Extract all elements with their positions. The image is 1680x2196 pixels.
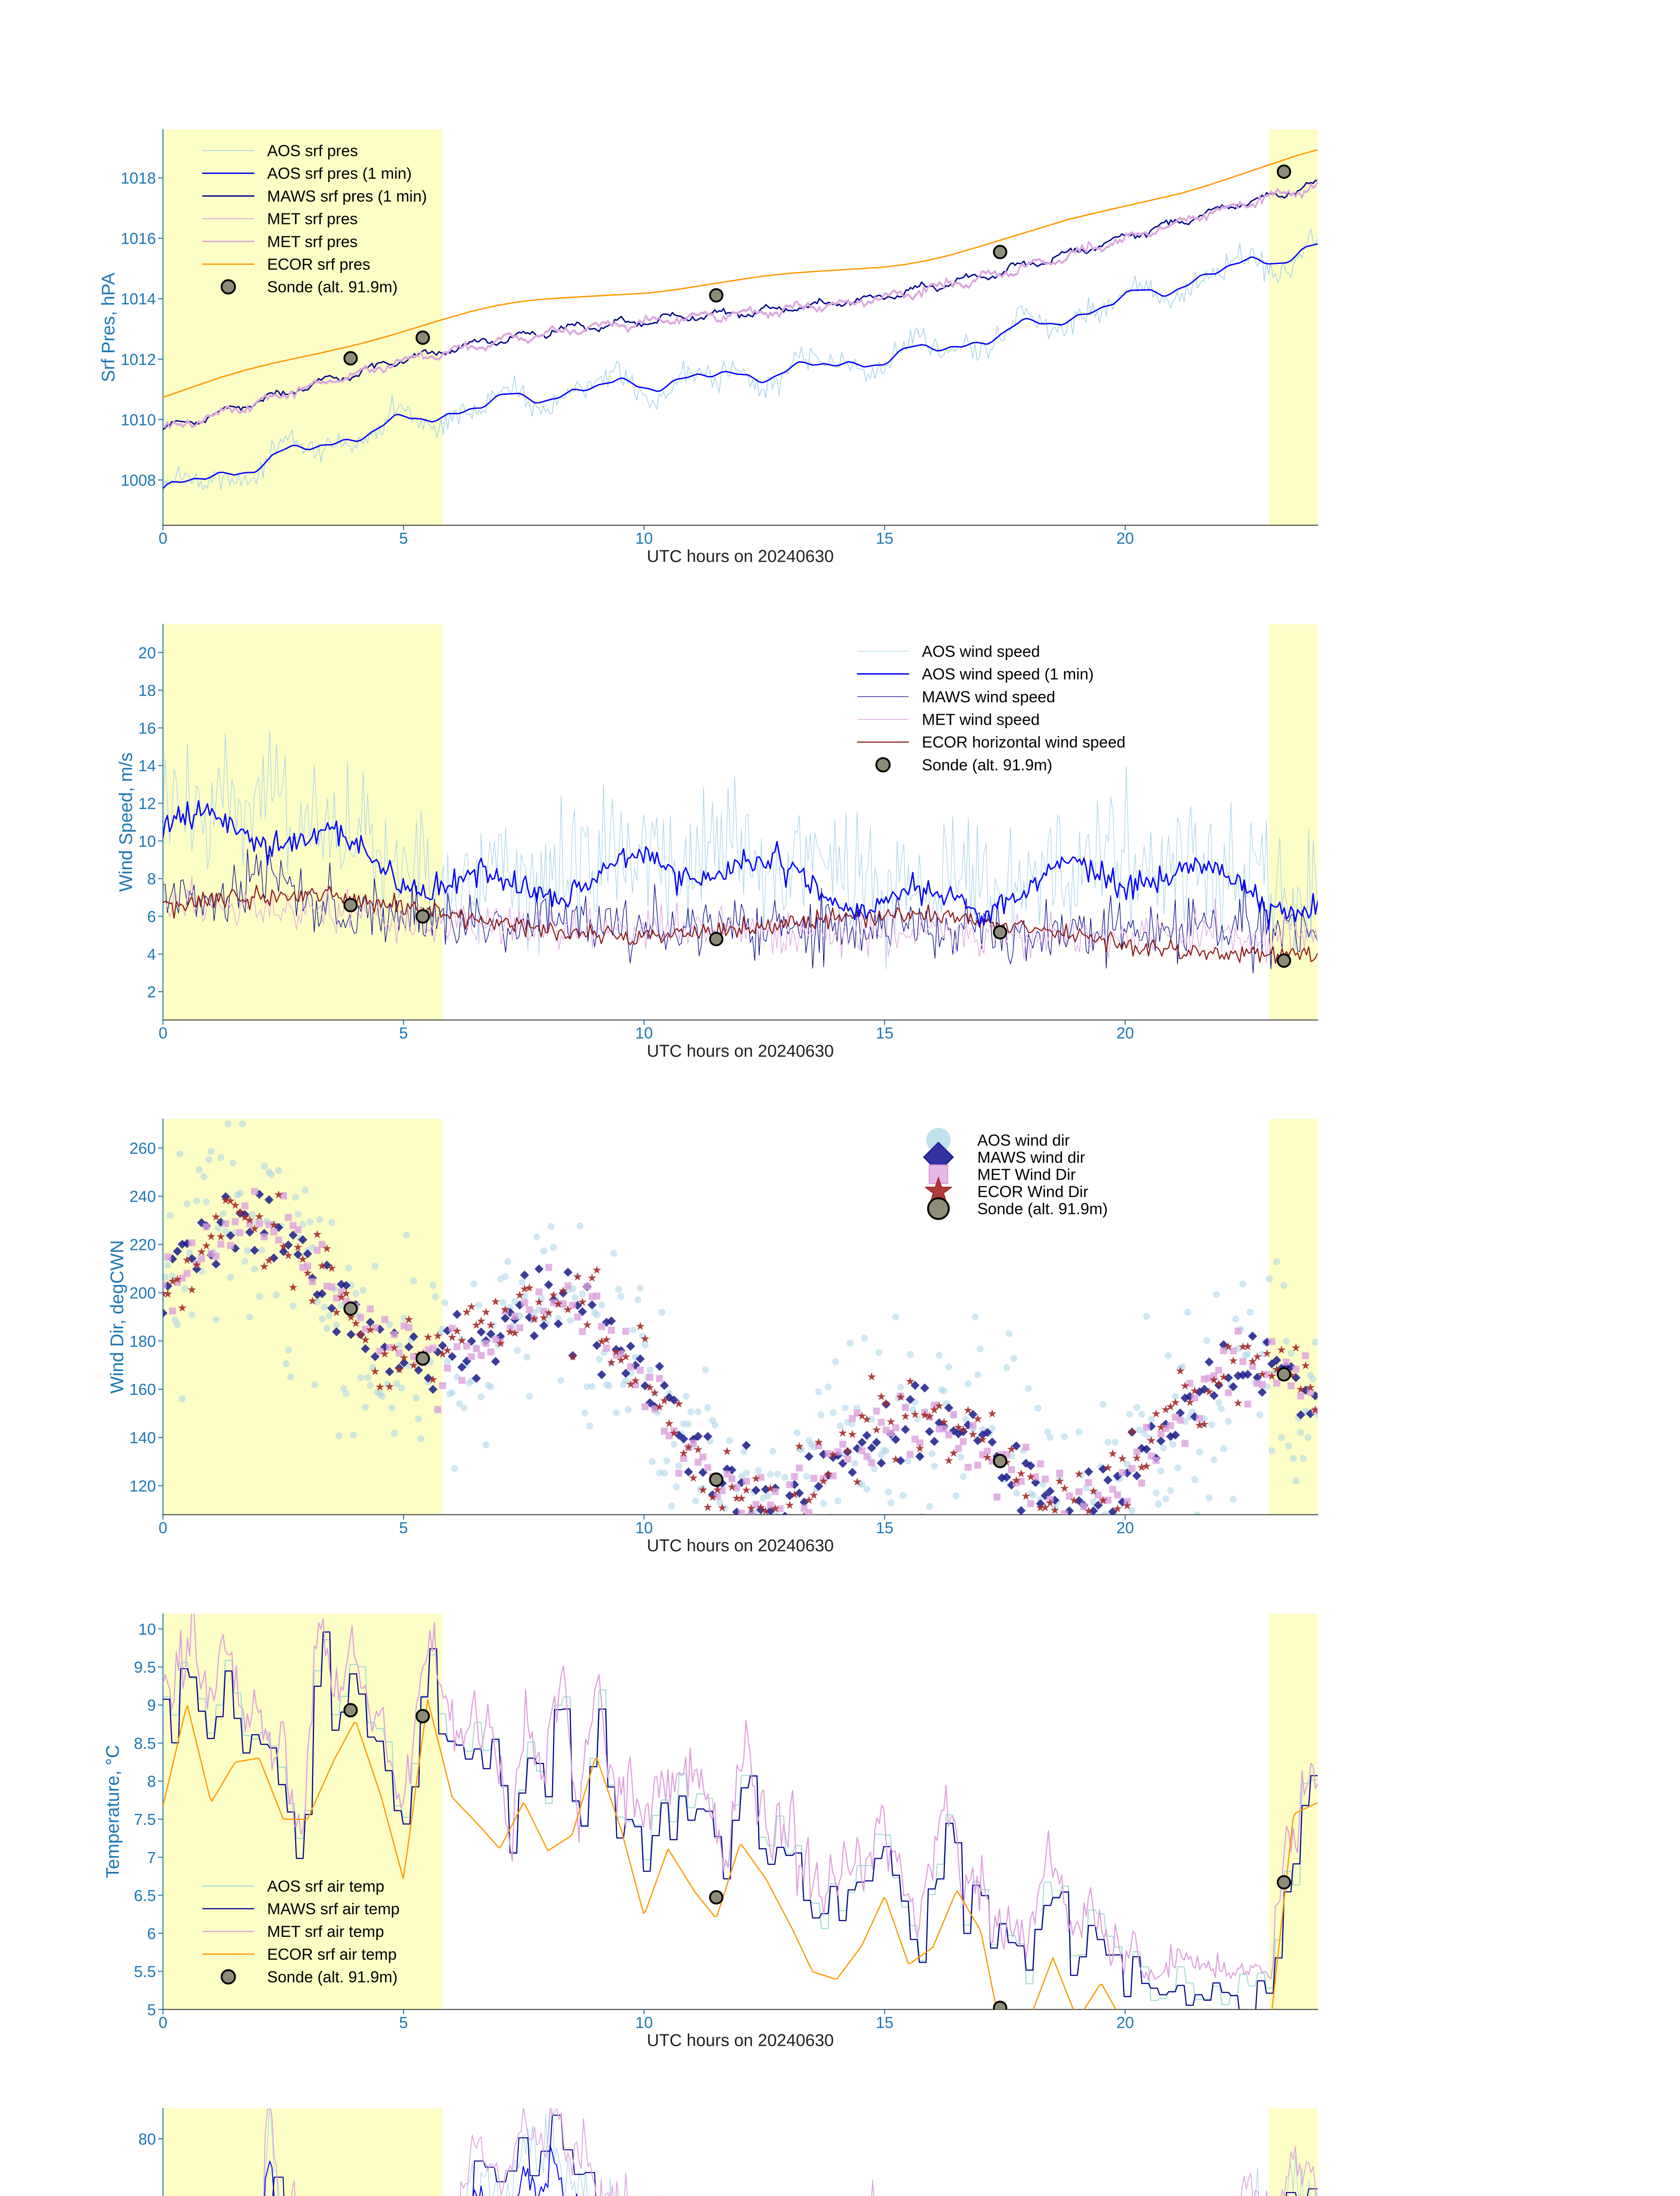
svg-text:Srf Pres, hPA: Srf Pres, hPA xyxy=(98,273,119,382)
svg-text:MAWS wind speed: MAWS wind speed xyxy=(922,688,1055,706)
svg-text:14: 14 xyxy=(138,757,156,775)
svg-text:5: 5 xyxy=(147,2001,156,2019)
svg-text:10: 10 xyxy=(138,832,156,850)
svg-text:0: 0 xyxy=(159,1024,167,1042)
svg-text:MET Wind Dir: MET Wind Dir xyxy=(977,1165,1076,1183)
svg-text:240: 240 xyxy=(130,1188,156,1206)
svg-text:0: 0 xyxy=(159,1519,167,1537)
svg-text:220: 220 xyxy=(130,1236,156,1254)
svg-text:Sonde (alt. 91.9m): Sonde (alt. 91.9m) xyxy=(922,756,1052,774)
svg-text:10: 10 xyxy=(138,1620,156,1638)
svg-text:8.5: 8.5 xyxy=(134,1734,156,1752)
svg-text:MET srf air temp: MET srf air temp xyxy=(267,1922,384,1940)
svg-text:18: 18 xyxy=(138,682,156,700)
svg-text:7.5: 7.5 xyxy=(134,1810,156,1828)
svg-text:9.5: 9.5 xyxy=(134,1658,156,1676)
svg-text:12: 12 xyxy=(138,795,156,813)
svg-text:UTC hours on 20240630: UTC hours on 20240630 xyxy=(647,547,834,566)
svg-text:AOS wind speed (1 min): AOS wind speed (1 min) xyxy=(922,665,1094,683)
svg-text:1014: 1014 xyxy=(121,290,156,308)
svg-text:UTC hours on 20240630: UTC hours on 20240630 xyxy=(647,2031,834,2050)
svg-text:ECOR Wind Dir: ECOR Wind Dir xyxy=(977,1182,1088,1200)
svg-text:MET wind speed: MET wind speed xyxy=(922,711,1040,729)
svg-text:ECOR srf pres: ECOR srf pres xyxy=(267,255,370,273)
svg-text:20: 20 xyxy=(1116,2013,1134,2031)
svg-text:Sonde (alt. 91.9m): Sonde (alt. 91.9m) xyxy=(267,1968,397,1986)
svg-text:Sonde (alt. 91.9m): Sonde (alt. 91.9m) xyxy=(267,278,397,296)
svg-text:8: 8 xyxy=(147,1772,156,1790)
svg-text:UTC hours on 20240630: UTC hours on 20240630 xyxy=(647,1536,834,1555)
svg-text:ECOR horizontal wind speed: ECOR horizontal wind speed xyxy=(922,733,1126,751)
svg-text:80: 80 xyxy=(138,2130,156,2148)
svg-text:Wind Speed, m/s: Wind Speed, m/s xyxy=(116,752,136,892)
svg-text:Sonde (alt. 91.9m): Sonde (alt. 91.9m) xyxy=(977,1200,1108,1218)
svg-text:AOS srf air temp: AOS srf air temp xyxy=(267,1877,384,1895)
svg-text:1016: 1016 xyxy=(121,230,156,248)
svg-text:MAWS srf pres (1 min): MAWS srf pres (1 min) xyxy=(267,187,427,205)
svg-text:200: 200 xyxy=(130,1284,156,1302)
svg-text:0: 0 xyxy=(159,529,167,547)
svg-text:5.5: 5.5 xyxy=(134,1963,156,1981)
svg-text:UTC hours on 20240630: UTC hours on 20240630 xyxy=(647,1042,834,1061)
svg-text:160: 160 xyxy=(130,1380,156,1398)
svg-text:MET srf pres: MET srf pres xyxy=(267,210,358,228)
svg-text:1008: 1008 xyxy=(121,471,156,489)
svg-text:15: 15 xyxy=(876,2013,893,2031)
svg-text:8: 8 xyxy=(147,870,156,888)
svg-text:MET srf pres: MET srf pres xyxy=(267,232,358,250)
svg-text:0: 0 xyxy=(159,2013,167,2031)
svg-text:15: 15 xyxy=(876,1519,893,1537)
svg-text:4: 4 xyxy=(147,945,156,963)
svg-text:6.5: 6.5 xyxy=(134,1886,156,1904)
svg-text:20: 20 xyxy=(138,644,156,662)
svg-text:6: 6 xyxy=(147,1925,156,1943)
svg-text:1010: 1010 xyxy=(121,411,156,429)
svg-text:2: 2 xyxy=(147,983,156,1001)
svg-text:260: 260 xyxy=(130,1139,156,1157)
svg-text:Wind Dir, degCWN: Wind Dir, degCWN xyxy=(107,1240,127,1394)
svg-text:ECOR srf air temp: ECOR srf air temp xyxy=(267,1945,397,1963)
svg-text:20: 20 xyxy=(1116,529,1134,547)
svg-text:9: 9 xyxy=(147,1696,156,1714)
svg-text:10: 10 xyxy=(635,529,653,547)
svg-text:1012: 1012 xyxy=(121,350,156,368)
svg-text:7: 7 xyxy=(147,1849,156,1867)
svg-text:5: 5 xyxy=(399,2013,408,2031)
svg-text:Temperature, °C: Temperature, °C xyxy=(102,1745,123,1878)
svg-text:5: 5 xyxy=(399,529,408,547)
svg-text:180: 180 xyxy=(130,1332,156,1350)
svg-text:15: 15 xyxy=(876,529,893,547)
svg-text:20: 20 xyxy=(1116,1024,1134,1042)
svg-text:10: 10 xyxy=(635,2013,653,2031)
svg-text:AOS wind speed: AOS wind speed xyxy=(922,642,1040,660)
svg-text:MAWS wind dir: MAWS wind dir xyxy=(977,1148,1085,1166)
svg-text:10: 10 xyxy=(635,1519,653,1537)
svg-text:20: 20 xyxy=(1116,1519,1134,1537)
svg-text:5: 5 xyxy=(399,1024,408,1042)
svg-text:AOS wind dir: AOS wind dir xyxy=(977,1131,1070,1149)
svg-text:MAWS srf air temp: MAWS srf air temp xyxy=(267,1900,400,1918)
svg-text:120: 120 xyxy=(130,1477,156,1495)
svg-text:140: 140 xyxy=(130,1429,156,1447)
svg-text:6: 6 xyxy=(147,907,156,925)
svg-text:5: 5 xyxy=(399,1519,408,1537)
svg-text:10: 10 xyxy=(635,1024,653,1042)
svg-text:16: 16 xyxy=(138,719,156,737)
svg-text:AOS srf pres (1 min): AOS srf pres (1 min) xyxy=(267,164,412,182)
svg-text:15: 15 xyxy=(876,1024,893,1042)
svg-text:1018: 1018 xyxy=(121,169,156,187)
svg-text:AOS srf pres: AOS srf pres xyxy=(267,141,358,159)
